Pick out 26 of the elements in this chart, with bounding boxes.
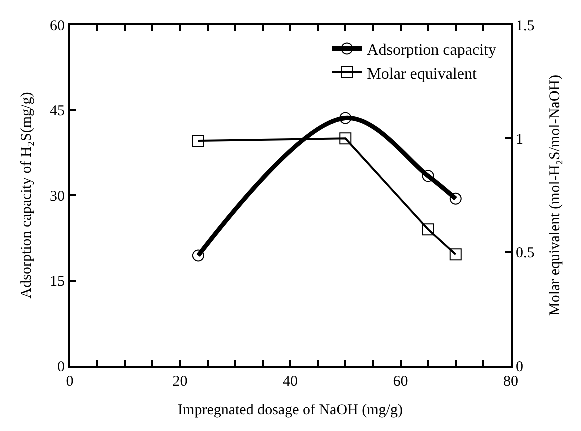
y-axis-title: Adsorption capacity of H₂S(mg/g) — [18, 92, 35, 299]
y-tick-label: 45 — [50, 104, 65, 120]
y-tick-label: 30 — [50, 188, 65, 205]
y2-tick-label: 0.5 — [516, 246, 535, 262]
x-tick-label: 40 — [283, 374, 298, 390]
y2-tick-label: 1 — [516, 132, 524, 148]
point — [192, 250, 204, 262]
point — [450, 248, 462, 261]
point — [422, 224, 434, 236]
x-tick-label: 20 — [172, 374, 188, 390]
legend-label: Adsorption capacity — [367, 42, 496, 59]
point — [340, 132, 352, 145]
legend-label: Molar equivalent — [367, 66, 478, 83]
y-tick-label: 0 — [58, 359, 65, 376]
y-tick-label: 15 — [50, 274, 65, 290]
point — [192, 134, 204, 147]
point — [422, 170, 434, 182]
y2-axis-title: Molar equivalent (mol-H₂S/mol-NaOH) — [547, 74, 564, 316]
x-tick-label: 60 — [393, 374, 408, 390]
y-tick-label: 60 — [50, 18, 65, 34]
point — [450, 192, 462, 205]
x-tick-label: 80 — [504, 374, 518, 390]
y2-tick-label: 1.5 — [516, 18, 535, 34]
point — [340, 112, 352, 124]
x-axis-title: Impregnated dosage of NaOH (mg/g) — [178, 402, 403, 418]
y2-tick-label: 0 — [516, 359, 524, 376]
